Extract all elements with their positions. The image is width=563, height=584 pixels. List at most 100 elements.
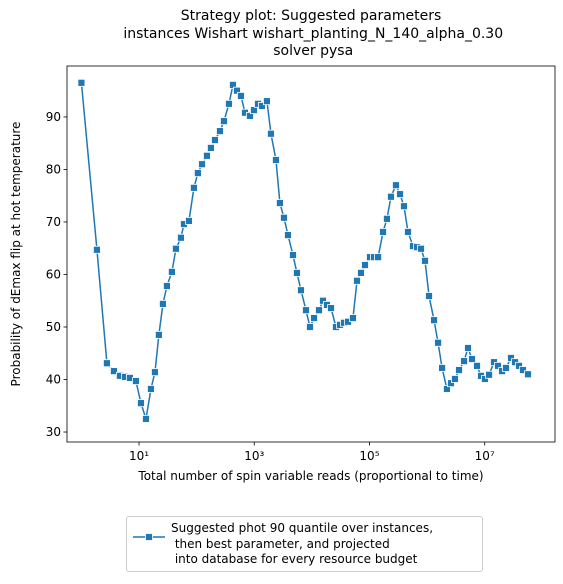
- data-point: [302, 306, 310, 315]
- data-point: [177, 233, 185, 242]
- y-tick-label: 40: [46, 373, 61, 387]
- data-point: [447, 379, 455, 388]
- data-point: [258, 102, 266, 110]
- data-point: [229, 81, 237, 89]
- data-point: [168, 267, 176, 276]
- data-point: [132, 377, 140, 385]
- data-point: [142, 414, 150, 423]
- data-point: [154, 330, 163, 339]
- data-point: [225, 99, 233, 108]
- data-point: [103, 359, 111, 368]
- data-point: [93, 245, 101, 254]
- data-point: [315, 306, 323, 315]
- data-point: [151, 368, 159, 377]
- data-point: [374, 253, 382, 262]
- data-point: [485, 370, 493, 379]
- legend-marker: [145, 533, 153, 541]
- data-point: [494, 361, 502, 370]
- data-point: [310, 314, 318, 322]
- y-tick-label: 30: [46, 425, 61, 439]
- data-point: [77, 78, 86, 87]
- data-point: [216, 127, 224, 136]
- data-point: [276, 199, 284, 207]
- data-point: [272, 156, 280, 164]
- data-point: [434, 338, 442, 347]
- data-point: [220, 117, 228, 126]
- data-point: [443, 385, 451, 393]
- y-tick-label: 50: [46, 320, 61, 334]
- data-point: [246, 111, 254, 120]
- legend: Suggested phot 90 quantile over instance…: [126, 516, 483, 572]
- data-point: [207, 144, 215, 152]
- data-point: [211, 136, 219, 144]
- data-point: [353, 276, 361, 285]
- data-point: [147, 385, 155, 393]
- data-point: [502, 364, 510, 372]
- data-point: [159, 299, 167, 308]
- data-point: [293, 269, 301, 277]
- data-point: [280, 213, 288, 222]
- data-point: [203, 151, 211, 160]
- data-point: [289, 251, 297, 259]
- data-point: [379, 228, 387, 236]
- data-point: [421, 256, 429, 265]
- data-point: [172, 244, 180, 253]
- data-point: [396, 190, 404, 199]
- data-point: [507, 354, 515, 362]
- data-point: [400, 202, 408, 211]
- data-point: [392, 181, 400, 190]
- data-point: [237, 92, 245, 100]
- data-point: [425, 292, 433, 300]
- data-point: [163, 282, 171, 290]
- data-point: [250, 106, 258, 115]
- y-tick-label: 60: [46, 267, 61, 281]
- data-point: [383, 214, 391, 223]
- data-point: [438, 364, 446, 372]
- y-tick-label: 80: [46, 162, 61, 176]
- data-point: [267, 129, 275, 138]
- plot-frame: [66, 65, 556, 443]
- legend-swatch: [133, 533, 165, 541]
- data-point: [349, 314, 357, 322]
- x-tick-label: 10⁵: [359, 449, 379, 463]
- data-point: [198, 160, 206, 169]
- data-point: [468, 355, 476, 363]
- data-point: [460, 357, 468, 366]
- data-point: [361, 261, 369, 269]
- data-point: [519, 366, 527, 374]
- data-point: [110, 367, 118, 376]
- data-point: [357, 269, 365, 277]
- x-tick-label: 10⁷: [475, 449, 495, 463]
- data-point: [193, 169, 202, 178]
- data-point: [430, 316, 438, 325]
- data-point: [473, 361, 481, 370]
- y-tick-label: 90: [46, 110, 61, 124]
- data-point: [297, 286, 305, 295]
- y-tick-label: 70: [46, 215, 61, 229]
- data-point: [327, 304, 335, 312]
- chart-title: Strategy plot: Suggested parameters inst…: [123, 8, 504, 59]
- data-point: [319, 296, 327, 305]
- x-tick-label: 10¹: [129, 449, 149, 463]
- data-point: [404, 228, 412, 236]
- x-axis-label: Total number of spin variable reads (pro…: [137, 469, 483, 483]
- data-point: [387, 192, 395, 201]
- data-point: [233, 86, 241, 95]
- data-point: [451, 375, 459, 383]
- x-tick-label: 10³: [244, 449, 264, 463]
- data-point: [190, 183, 198, 192]
- data-point: [481, 375, 489, 383]
- legend-label: Suggested phot 90 quantile over instance…: [171, 521, 434, 566]
- data-point: [417, 244, 425, 253]
- data-point: [284, 231, 292, 239]
- data-point: [515, 361, 523, 370]
- y-axis-label: Probability of dEmax flip at hot tempera…: [9, 122, 23, 387]
- data-point: [455, 366, 463, 374]
- data-point: [306, 323, 314, 331]
- data-point: [185, 217, 193, 225]
- data-point: [464, 344, 472, 352]
- data-point: [524, 370, 532, 379]
- data-point: [263, 97, 271, 106]
